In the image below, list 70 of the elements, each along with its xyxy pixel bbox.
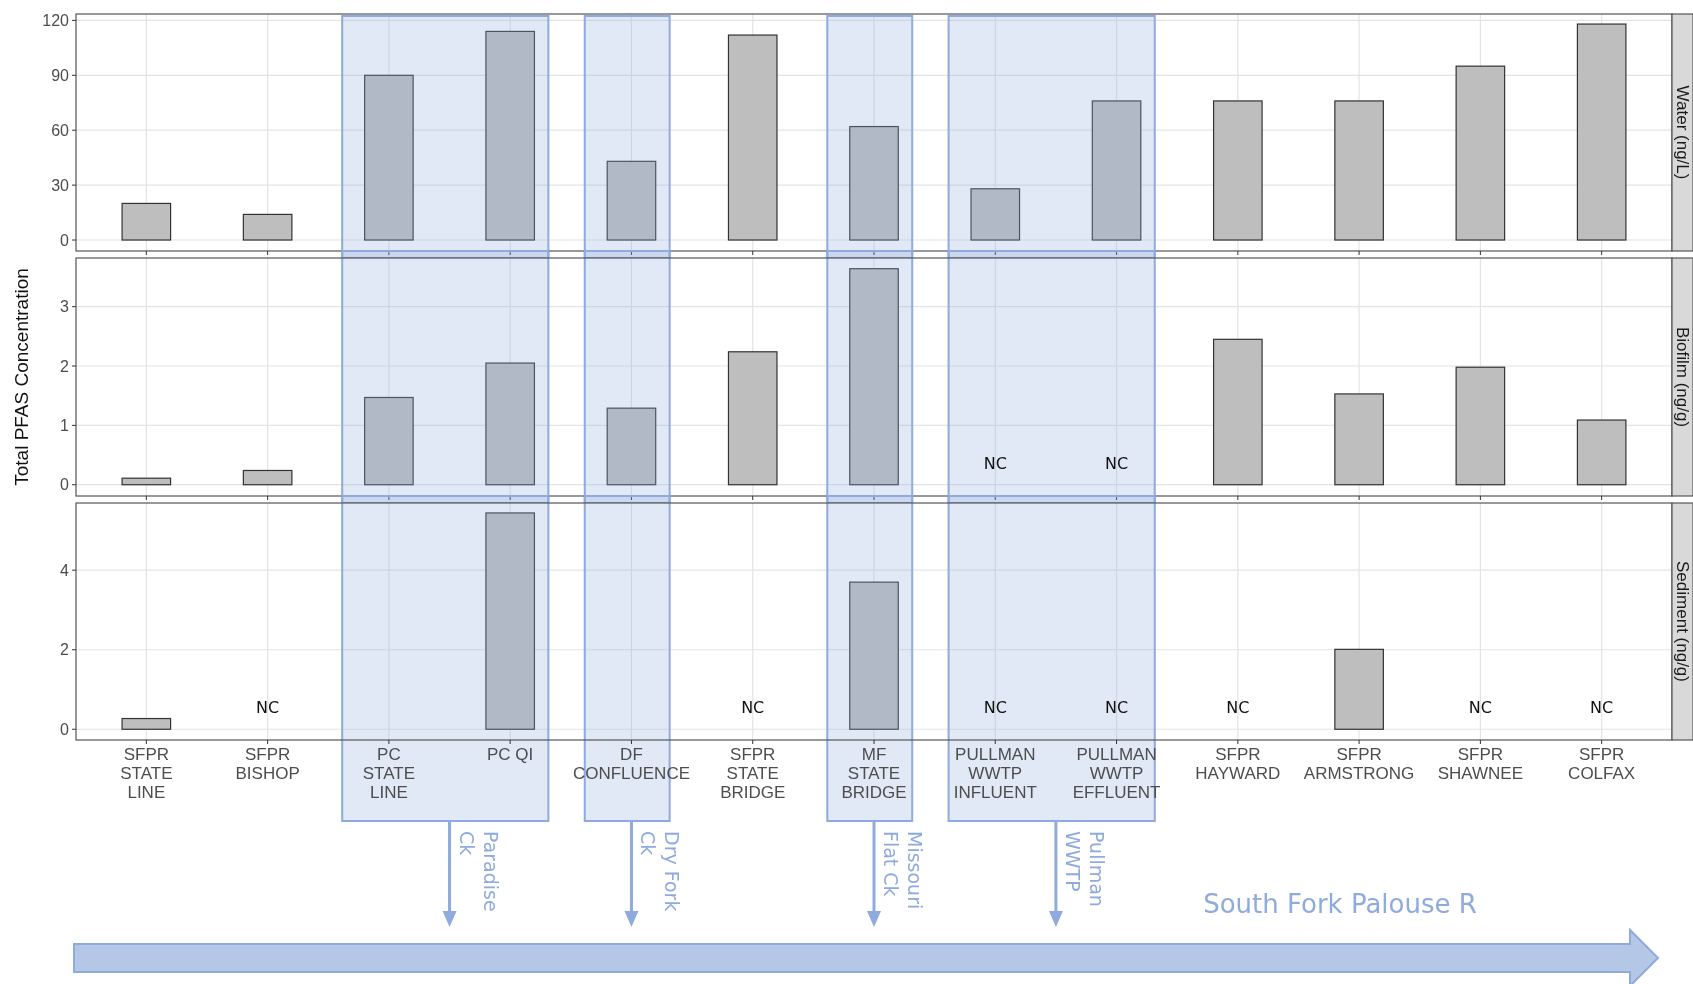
bar — [364, 396, 414, 486]
band-label: Paradise Ck — [455, 831, 502, 912]
bar — [1091, 100, 1142, 241]
x-tick-label: SFPR HAYWARD — [1195, 745, 1281, 783]
bar — [242, 469, 293, 486]
text: NC — [1104, 698, 1129, 718]
bar — [1334, 100, 1384, 241]
bar — [606, 407, 657, 486]
y-tick-label: 2 — [60, 357, 70, 375]
bar — [970, 188, 1021, 241]
y-tick-label: 0 — [60, 476, 70, 494]
text: NC — [1590, 698, 1614, 718]
y-tick-label: 60 — [51, 121, 70, 139]
x-tick-label: SFPR BISHOP — [235, 745, 300, 783]
bar — [727, 351, 778, 486]
text: NC — [1226, 698, 1250, 718]
y-tick-label: 3 — [60, 298, 70, 316]
text: Water (ng/L) — [1673, 85, 1692, 180]
y-axis-title: Total PFAS Concentration — [11, 268, 32, 486]
x-tick-label: PULLMAN WWTP INFLUENT — [953, 745, 1037, 802]
text: Sediment (ng/g) — [1673, 561, 1692, 682]
bar — [1576, 419, 1627, 486]
bar — [1334, 648, 1384, 730]
bar — [242, 213, 293, 241]
bar — [364, 74, 414, 241]
y-tick-label: 2 — [60, 641, 70, 659]
y-tick-label: 0 — [60, 231, 70, 249]
y-tick-label: 0 — [60, 720, 70, 738]
text: NC — [1104, 453, 1129, 473]
bar — [849, 125, 899, 241]
bar — [1455, 366, 1506, 486]
text: NC — [256, 698, 280, 718]
x-tick-label: SFPR STATE BRIDGE — [720, 745, 786, 802]
text: NC — [983, 453, 1007, 473]
x-tick-label: MF STATE BRIDGE — [841, 745, 907, 802]
bar — [849, 581, 899, 730]
bar — [485, 512, 536, 730]
text: South Fork Palouse R — [1203, 889, 1477, 919]
text: NC — [1468, 698, 1492, 718]
bar — [121, 202, 172, 241]
band-label: Pullman WWTP — [1061, 831, 1108, 907]
x-tick-label: SFPR COLFAX — [1568, 745, 1636, 783]
text: Biofilm (ng/g) — [1673, 326, 1692, 428]
x-tick-label: SFPR SHAWNEE — [1437, 745, 1524, 783]
bar — [121, 717, 172, 730]
y-tick-label: 1 — [60, 416, 70, 434]
x-tick-label: SFPR ARMSTRONG — [1303, 745, 1415, 783]
bar — [727, 34, 778, 241]
y-tick-label: 120 — [42, 12, 70, 30]
x-tick-label: SFPR STATE LINE — [120, 745, 173, 802]
bar — [485, 362, 536, 486]
x-tick-label: PULLMAN WWTP EFFLUENT — [1072, 745, 1161, 802]
y-tick-label: 30 — [51, 176, 70, 194]
bar — [1212, 100, 1263, 241]
x-tick-label: PC STATE LINE — [362, 745, 416, 802]
bar — [1212, 338, 1263, 486]
bar — [606, 160, 657, 241]
y-tick-label: 4 — [60, 561, 70, 579]
y-tick-label: 90 — [51, 66, 70, 84]
bar — [1334, 393, 1384, 486]
x-tick-label: DF CONFLUENCE — [572, 745, 691, 783]
bar — [485, 30, 536, 241]
bar — [1576, 23, 1627, 241]
bar — [121, 477, 172, 486]
bar — [1455, 65, 1506, 241]
text: NC — [741, 698, 765, 718]
x-tick-label: PC QI — [487, 745, 534, 764]
text: NC — [983, 698, 1007, 718]
band-label: Dry Fork Ck — [637, 831, 684, 912]
band-label: Missouri Flat Ck — [880, 831, 926, 910]
